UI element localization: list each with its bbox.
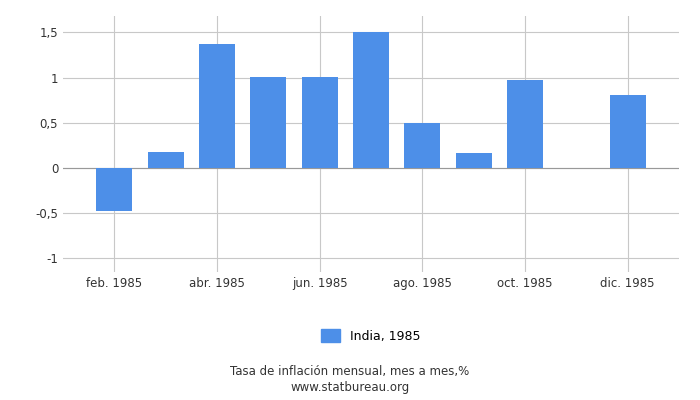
Bar — [353, 32, 389, 168]
Bar — [456, 152, 491, 168]
Bar — [610, 95, 645, 168]
Bar — [302, 77, 337, 168]
Legend: India, 1985: India, 1985 — [316, 324, 426, 348]
Text: Tasa de inflación mensual, mes a mes,%: Tasa de inflación mensual, mes a mes,% — [230, 366, 470, 378]
Bar — [97, 168, 132, 211]
Bar — [199, 44, 235, 168]
Bar — [251, 77, 286, 168]
Text: www.statbureau.org: www.statbureau.org — [290, 382, 410, 394]
Bar — [507, 80, 543, 168]
Bar — [148, 152, 183, 168]
Bar — [405, 123, 440, 168]
